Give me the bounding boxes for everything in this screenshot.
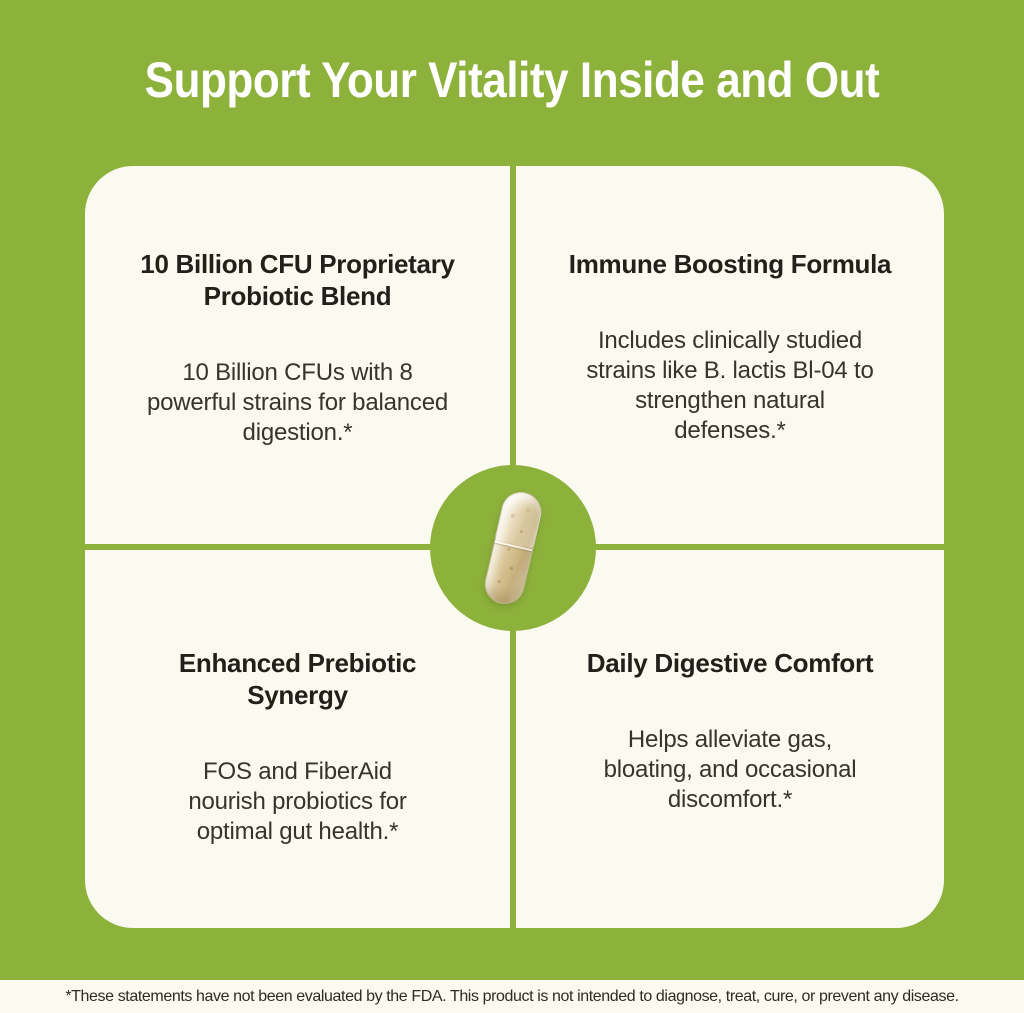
probiotic-capsule-image [480, 487, 546, 609]
disclaimer-text: *These statements have not been evaluate… [65, 987, 959, 1005]
disclaimer-bar: *These statements have not been evaluate… [0, 980, 1024, 1013]
feature-body: Helps alleviate gas, bloating, and occas… [603, 726, 857, 813]
center-circle-badge [430, 465, 596, 631]
page-title: Support Your Vitality Inside and Out [144, 52, 880, 108]
feature-card-immune-formula: Immune Boosting Formula Includes clinica… [516, 166, 944, 544]
feature-card-digestive-comfort: Daily Digestive Comfort Helps alleviate … [516, 550, 944, 928]
feature-body: Includes clinically studied strains like… [586, 327, 874, 444]
feature-body: FOS and FiberAid nourish probiotics for … [188, 758, 407, 845]
feature-grid: 10 Billion CFU Proprietary Probiotic Ble… [85, 166, 944, 928]
feature-heading: Daily Digestive Comfort [586, 648, 874, 678]
feature-body: 10 Billion CFUs with 8 powerful strains … [146, 359, 449, 446]
feature-card-probiotic-blend: 10 Billion CFU Proprietary Probiotic Ble… [85, 166, 510, 544]
feature-heading: Immune Boosting Formula [568, 249, 892, 279]
feature-card-prebiotic-synergy: Enhanced Prebiotic Synergy FOS and Fiber… [85, 550, 510, 928]
feature-heading: Enhanced Prebiotic Synergy [178, 648, 417, 710]
feature-heading: 10 Billion CFU Proprietary Probiotic Ble… [140, 249, 455, 311]
